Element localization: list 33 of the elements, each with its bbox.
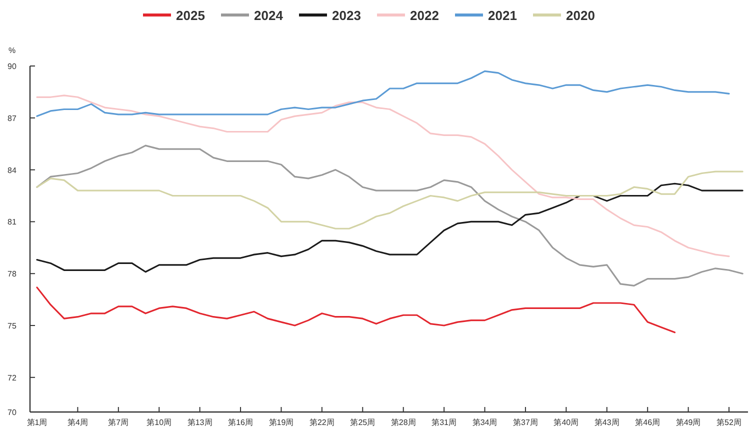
y-tick-label: 78 <box>8 270 17 279</box>
y-tick-label: 72 <box>8 373 17 382</box>
y-tick-label: 81 <box>8 218 17 227</box>
y-tick-label: 75 <box>8 322 17 330</box>
y-tick-label: 90 <box>8 62 17 71</box>
x-tick-label: 第13周 <box>187 418 212 427</box>
legend-label: 2022 <box>410 8 439 23</box>
legend-label: 2024 <box>254 8 284 23</box>
x-tick-label: 第46周 <box>635 418 660 427</box>
x-tick-label: 第28周 <box>390 418 416 427</box>
y-axis-title: % <box>8 46 16 55</box>
x-tick-label: 第43周 <box>594 418 620 427</box>
y-tick-label: 84 <box>8 166 17 175</box>
x-tick-label: 第19周 <box>268 418 294 427</box>
x-tick-label: 第40周 <box>554 418 579 427</box>
x-tick-label: 第1周 <box>26 418 48 427</box>
y-tick-label: 70 <box>8 408 17 417</box>
legend-label: 2020 <box>566 8 595 23</box>
x-tick-label: 第10周 <box>146 418 172 427</box>
x-tick-label: 第49周 <box>676 418 701 427</box>
x-tick-label: 第4周 <box>67 418 88 427</box>
x-tick-label: 第52周 <box>716 418 742 427</box>
x-tick-label: 第37周 <box>513 418 538 427</box>
y-tick-label: 87 <box>8 114 17 123</box>
legend-label: 2025 <box>176 8 205 23</box>
x-tick-label: 第22周 <box>309 418 334 427</box>
x-tick-label: 第7周 <box>108 418 129 427</box>
legend-label: 2021 <box>488 8 517 23</box>
x-tick-label: 第25周 <box>350 418 376 427</box>
x-tick-label: 第34周 <box>472 418 498 427</box>
legend-label: 2023 <box>332 8 361 23</box>
x-tick-label: 第16周 <box>228 418 253 427</box>
x-tick-label: 第31周 <box>432 418 457 427</box>
